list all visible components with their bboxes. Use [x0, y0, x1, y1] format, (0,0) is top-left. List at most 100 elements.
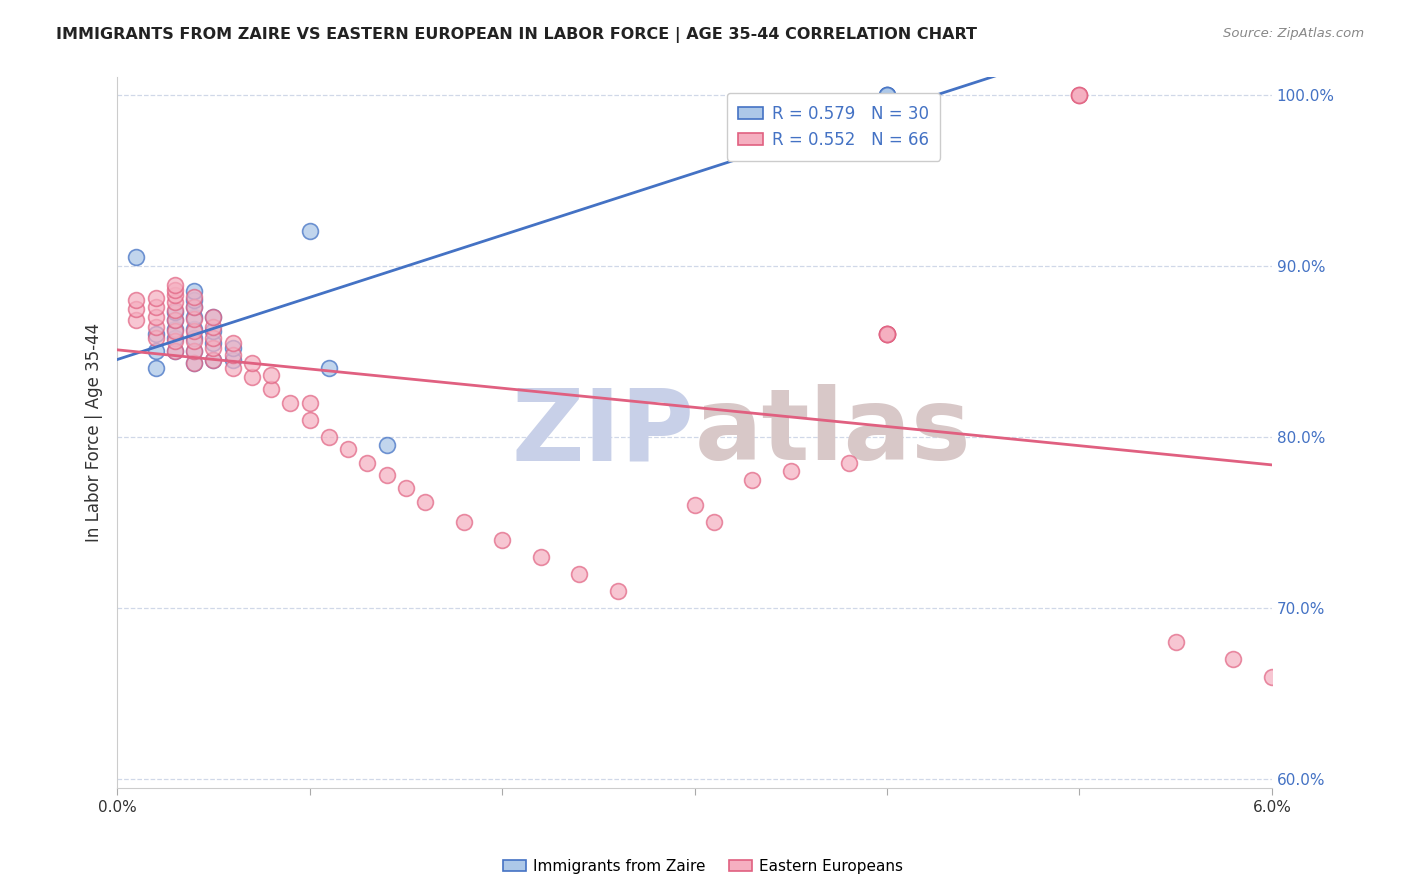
- Point: [202, 324, 225, 338]
- Point: [145, 291, 167, 305]
- Point: [183, 330, 205, 344]
- Point: [240, 370, 263, 384]
- Point: [876, 327, 898, 342]
- Point: [529, 549, 551, 564]
- Point: [876, 87, 898, 102]
- Point: [337, 442, 360, 456]
- Point: [375, 467, 398, 482]
- Point: [221, 361, 243, 376]
- Point: [145, 310, 167, 324]
- Point: [876, 87, 898, 102]
- Point: [683, 499, 706, 513]
- Point: [125, 250, 148, 264]
- Point: [145, 327, 167, 342]
- Point: [1069, 87, 1091, 102]
- Point: [163, 313, 186, 327]
- Point: [163, 303, 186, 318]
- Point: [183, 289, 205, 303]
- Point: [606, 583, 628, 598]
- Point: [395, 481, 418, 495]
- Point: [183, 322, 205, 336]
- Point: [221, 348, 243, 362]
- Point: [183, 293, 205, 307]
- Point: [491, 533, 513, 547]
- Point: [163, 344, 186, 359]
- Point: [183, 311, 205, 326]
- Point: [356, 456, 378, 470]
- Point: [779, 464, 801, 478]
- Point: [202, 330, 225, 344]
- Point: [298, 225, 321, 239]
- Point: [375, 438, 398, 452]
- Point: [163, 277, 186, 292]
- Point: [163, 322, 186, 336]
- Legend: R = 0.579   N = 30, R = 0.552   N = 66: R = 0.579 N = 30, R = 0.552 N = 66: [727, 93, 941, 161]
- Point: [183, 324, 205, 338]
- Point: [298, 395, 321, 409]
- Point: [183, 300, 205, 314]
- Point: [837, 456, 859, 470]
- Point: [876, 327, 898, 342]
- Point: [876, 87, 898, 102]
- Point: [183, 334, 205, 348]
- Text: Source: ZipAtlas.com: Source: ZipAtlas.com: [1223, 27, 1364, 40]
- Point: [163, 330, 186, 344]
- Point: [202, 352, 225, 367]
- Point: [1069, 87, 1091, 102]
- Point: [1222, 652, 1244, 666]
- Point: [163, 324, 186, 338]
- Point: [202, 352, 225, 367]
- Point: [183, 344, 205, 359]
- Point: [221, 352, 243, 367]
- Point: [202, 320, 225, 334]
- Point: [183, 356, 205, 370]
- Point: [1261, 669, 1284, 683]
- Point: [260, 368, 283, 383]
- Point: [876, 327, 898, 342]
- Point: [125, 293, 148, 307]
- Point: [318, 430, 340, 444]
- Point: [876, 327, 898, 342]
- Point: [240, 356, 263, 370]
- Point: [741, 473, 763, 487]
- Text: atlas: atlas: [695, 384, 972, 481]
- Point: [453, 516, 475, 530]
- Point: [221, 335, 243, 350]
- Point: [202, 310, 225, 324]
- Point: [703, 516, 725, 530]
- Point: [145, 361, 167, 376]
- Point: [280, 395, 302, 409]
- Point: [298, 413, 321, 427]
- Point: [183, 285, 205, 299]
- Point: [163, 288, 186, 302]
- Point: [318, 361, 340, 376]
- Point: [163, 294, 186, 309]
- Point: [163, 283, 186, 297]
- Point: [876, 87, 898, 102]
- Text: ZIP: ZIP: [512, 384, 695, 481]
- Point: [221, 341, 243, 355]
- Point: [145, 320, 167, 334]
- Point: [568, 566, 591, 581]
- Point: [163, 313, 186, 327]
- Point: [413, 495, 436, 509]
- Point: [163, 344, 186, 359]
- Point: [183, 300, 205, 314]
- Point: [183, 356, 205, 370]
- Point: [260, 382, 283, 396]
- Point: [1164, 635, 1187, 649]
- Point: [183, 344, 205, 359]
- Point: [202, 341, 225, 355]
- Point: [125, 313, 148, 327]
- Point: [145, 344, 167, 359]
- Point: [202, 310, 225, 324]
- Point: [145, 300, 167, 314]
- Legend: Immigrants from Zaire, Eastern Europeans: Immigrants from Zaire, Eastern Europeans: [496, 853, 910, 880]
- Text: IMMIGRANTS FROM ZAIRE VS EASTERN EUROPEAN IN LABOR FORCE | AGE 35-44 CORRELATION: IMMIGRANTS FROM ZAIRE VS EASTERN EUROPEA…: [56, 27, 977, 43]
- Point: [202, 335, 225, 350]
- Point: [145, 330, 167, 344]
- Point: [125, 301, 148, 316]
- Point: [876, 327, 898, 342]
- Y-axis label: In Labor Force | Age 35-44: In Labor Force | Age 35-44: [86, 323, 103, 542]
- Point: [1069, 87, 1091, 102]
